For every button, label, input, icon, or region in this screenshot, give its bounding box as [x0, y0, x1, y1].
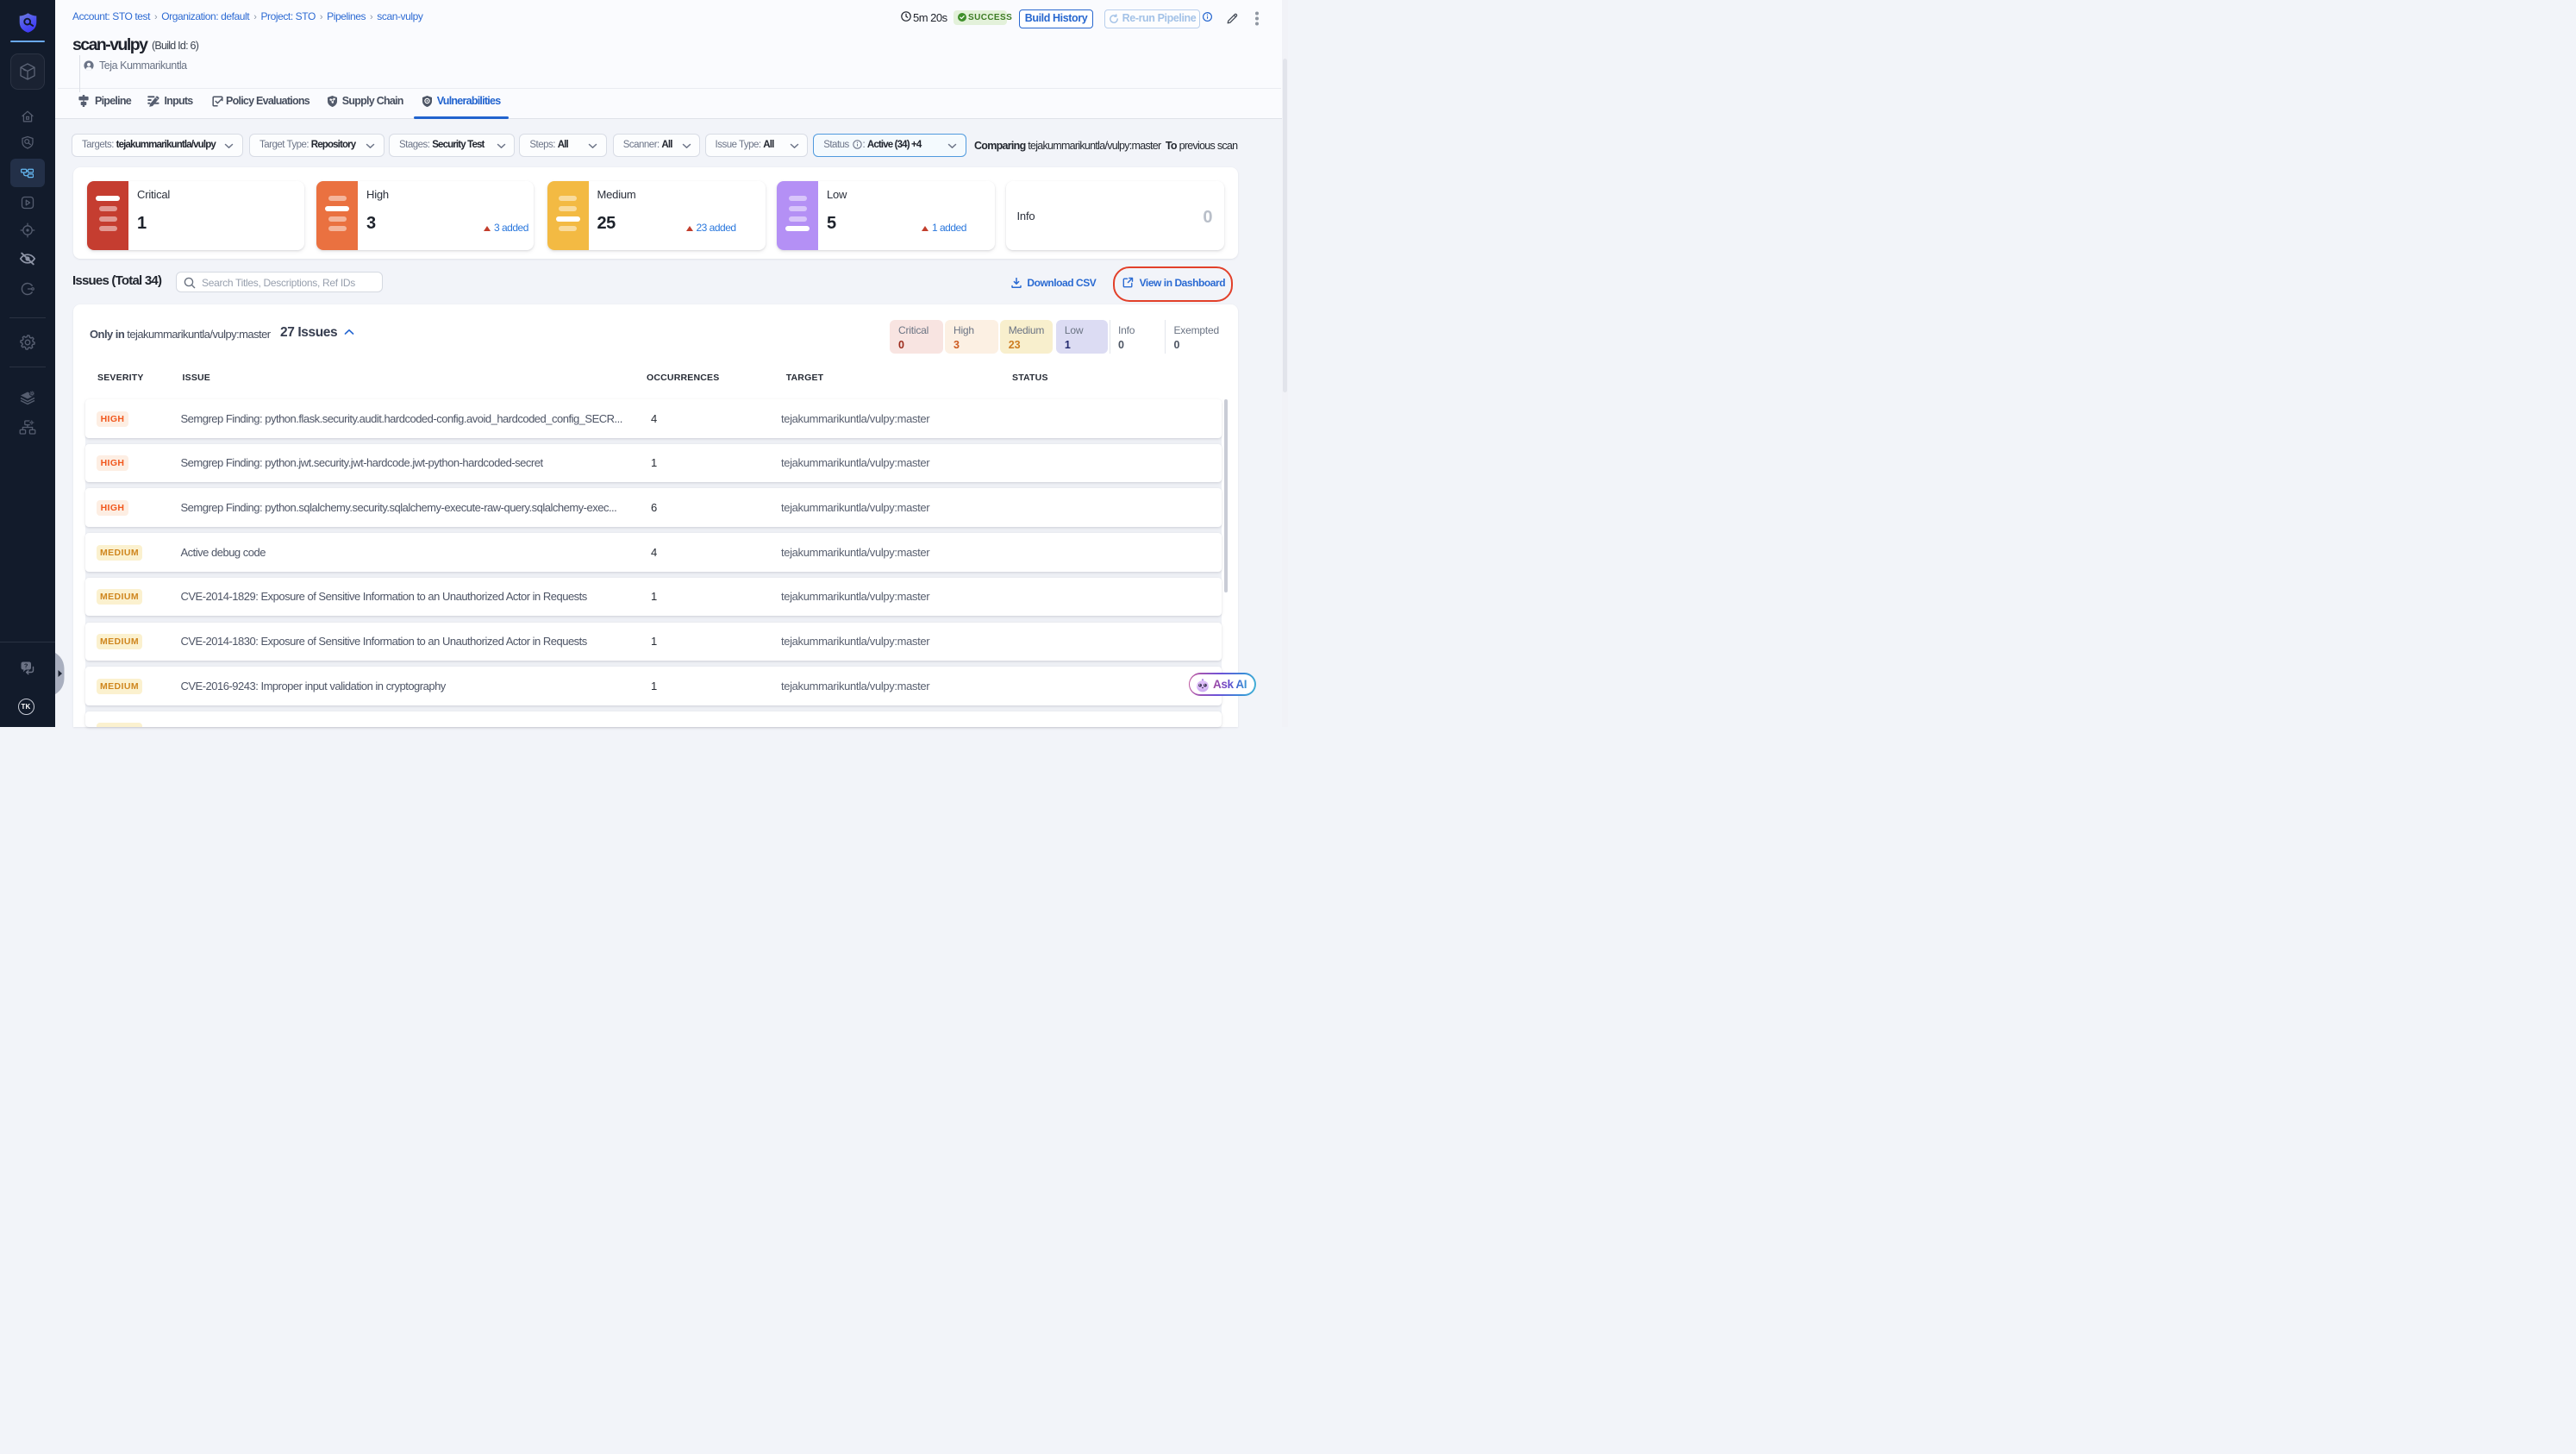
svg-text:?: ? [24, 662, 28, 670]
